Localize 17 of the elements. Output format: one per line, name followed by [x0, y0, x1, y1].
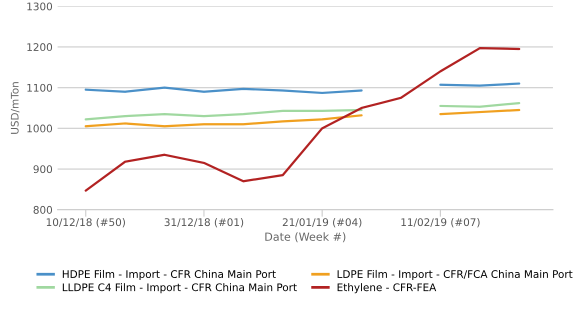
- y-tick-label: 900: [34, 165, 52, 174]
- legend-label: Ethylene - CFR-FEA: [338, 283, 436, 294]
- y-tick-label: 1100: [27, 84, 52, 92]
- legend-label: HDPE Film - Import - CFR China Main Port: [62, 270, 276, 280]
- x-tick-label: 10/12/18 (#50): [46, 218, 125, 228]
- y-tick-label: 1300: [27, 2, 52, 10]
- legend-label: LDPE Film - Import - CFR/FCA China Main Port: [338, 270, 572, 280]
- y-tick-label: 1000: [27, 124, 52, 132]
- line-series: [84, 47, 520, 192]
- y-tick-label: 1200: [27, 43, 52, 52]
- y-tick-label: 800: [34, 206, 52, 214]
- legend-label: LLDPE C4 Film - Import - CFR China Main Port: [62, 283, 297, 294]
- y-axis-title: USD/mTon: [10, 82, 20, 134]
- x-tick-label: 11/02/19 (#07): [401, 218, 480, 228]
- x-tick-label: 21/01/19 (#04): [282, 218, 362, 228]
- x-axis-title: Date (Week #): [265, 232, 346, 242]
- x-tick-label: 31/12/18 (#01): [164, 218, 244, 228]
